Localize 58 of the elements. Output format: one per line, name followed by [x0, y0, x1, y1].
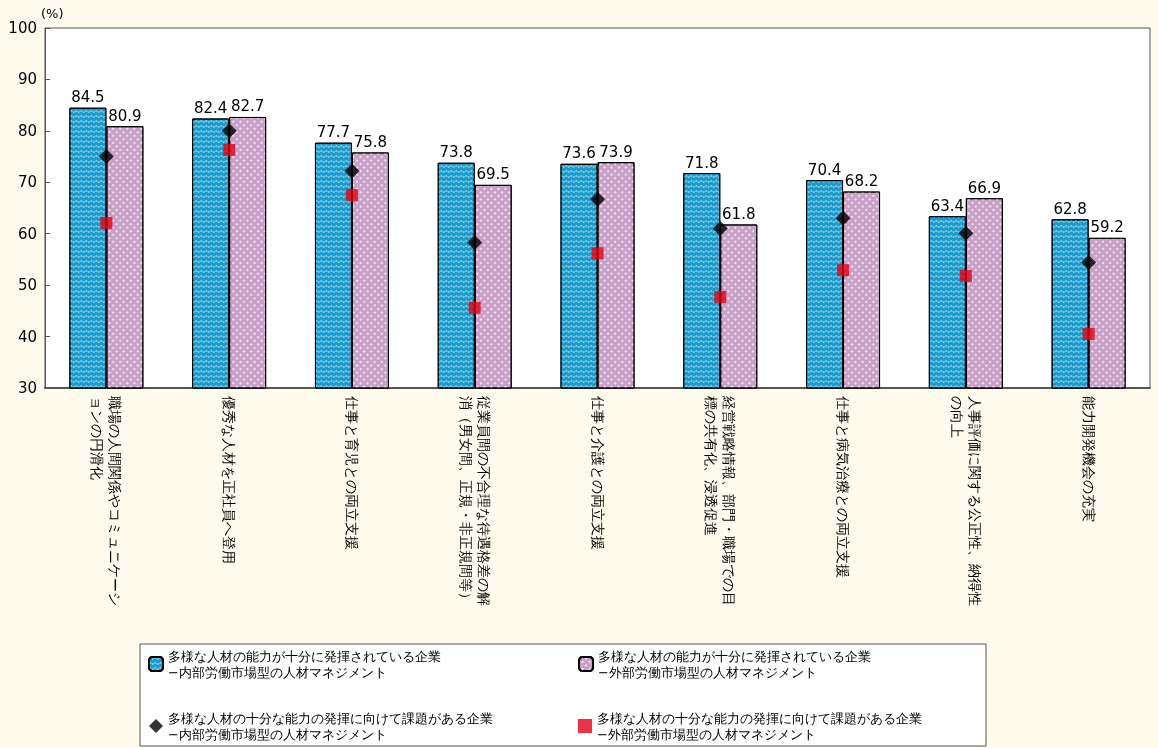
x-tick-label: 従業員間の不合理な待遇格差の解消（男女間、正規・非正規間等）	[457, 396, 492, 606]
data-label: 62.8	[1053, 199, 1087, 218]
y-tick-label: 90	[17, 70, 37, 89]
x-tick-label: 能力開発機会の充実	[1080, 396, 1097, 522]
legend-label: 多様な人材の十分な能力の発揮に向けて課題がある企業 −内部労働市場型の人材マネジメント	[168, 710, 493, 742]
point	[221, 123, 237, 139]
x-tick-label: 優秀な人材を正社員へ登用	[221, 396, 238, 564]
point	[468, 301, 481, 314]
y-tick-label: 40	[17, 327, 37, 346]
data-label: 66.9	[967, 178, 1002, 197]
data-label: 73.9	[599, 142, 633, 161]
data-label: 59.2	[1090, 218, 1124, 237]
point	[958, 225, 974, 241]
x-tick-label: 経営戦略情報、部門・職場での目標の共有化、浸透促進	[703, 395, 738, 606]
y-tick-label: 60	[17, 224, 37, 243]
point	[590, 191, 605, 207]
x-tick-label: 仕事と育児との両立支援	[343, 395, 360, 550]
data-label: 69.5	[476, 165, 510, 184]
data-label: 84.5	[71, 88, 105, 107]
data-label: 75.8	[353, 132, 388, 151]
point	[1081, 255, 1097, 271]
data-label: 68.2	[844, 172, 879, 191]
legend-label: 多様な人材の能力が十分に発揮されている企業 −内部労働市場型の人材マネジメント	[168, 648, 441, 680]
y-axis-title: (%)	[41, 6, 64, 21]
x-tick-label: 人事評価に関する公正性、納得性の向上	[948, 396, 983, 606]
data-label: 61.8	[722, 204, 756, 223]
point	[837, 264, 850, 277]
legend-label: 多様な人材の能力が十分に発揮されている企業 −外部労働市場型の人材マネジメント	[598, 648, 871, 680]
point	[223, 143, 236, 156]
y-tick-label: 70	[17, 173, 37, 192]
point	[98, 149, 114, 165]
data-label: 73.8	[439, 143, 473, 162]
point	[959, 269, 972, 282]
point	[100, 216, 113, 229]
y-tick-label: 80	[17, 121, 37, 140]
data-label: 71.8	[685, 153, 719, 172]
data-label: 70.4	[807, 160, 842, 179]
y-tick-label: 30	[17, 379, 37, 397]
data-label: 73.6	[562, 144, 596, 163]
point	[345, 189, 358, 202]
data-label: 80.9	[108, 106, 142, 125]
point	[1082, 328, 1095, 340]
data-label: 77.7	[316, 123, 351, 142]
point	[344, 163, 360, 179]
y-tick-label: 50	[17, 276, 37, 295]
x-tick-label: 仕事と介護との両立支援	[589, 395, 606, 550]
point	[712, 221, 728, 237]
data-label: 82.4	[193, 99, 228, 118]
point	[835, 210, 851, 226]
point	[714, 290, 727, 303]
legend-label: 多様な人材の十分な能力の発揮に向けて課題がある企業 −外部労働市場型の人材マネジメント	[597, 710, 922, 742]
x-tick-label: 職場の人間関係やコミュニケーションの円滑化	[89, 396, 124, 606]
data-label: 82.7	[230, 97, 265, 116]
data-label: 63.4	[930, 196, 965, 215]
point	[467, 234, 483, 250]
point	[591, 247, 604, 260]
x-tick-label: 仕事と病気治療との両立支援	[835, 395, 852, 578]
y-tick-label: 100	[8, 19, 37, 37]
